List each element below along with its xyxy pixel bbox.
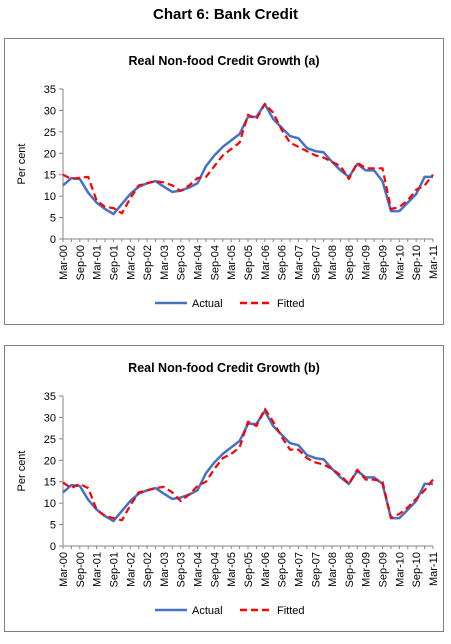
- y-tick-label: 30: [44, 105, 56, 117]
- y-axis-label: Per cent: [16, 451, 28, 492]
- x-tick-label: Sep-02: [142, 245, 154, 280]
- x-tick-label: Sep-08: [344, 245, 356, 280]
- x-tick-label: Mar-06: [260, 245, 272, 280]
- page-title: Chart 6: Bank Credit: [152, 6, 299, 23]
- x-tick-label: Sep-09: [378, 552, 390, 587]
- x-tick-label: Sep-06: [277, 552, 289, 587]
- x-tick-label: Mar-02: [125, 552, 137, 587]
- x-tick-label: Mar-11: [428, 245, 440, 279]
- x-tick-label: Sep-06: [277, 245, 289, 280]
- y-tick-label: 20: [44, 455, 56, 467]
- x-tick-label: Sep-08: [344, 552, 356, 587]
- x-tick-label: Mar-10: [394, 552, 406, 587]
- x-tick-label: Sep-09: [378, 245, 390, 280]
- x-tick-label: Sep-05: [243, 245, 255, 280]
- y-tick-label: 35: [44, 84, 56, 96]
- x-tick-label: Sep-07: [310, 245, 322, 280]
- x-tick-label: Mar-10: [394, 245, 406, 280]
- chart-panel-a: Real Non-food Credit Growth (a) Per cent 0…: [4, 38, 444, 325]
- x-tick-label: Sep-02: [142, 552, 154, 587]
- chart-title: Real Non-food Credit Growth (a): [129, 54, 320, 68]
- x-tick-label: Sep-00: [75, 245, 87, 280]
- x-tick-label: Sep-04: [209, 552, 221, 587]
- x-tick-label: Mar-00: [58, 245, 70, 280]
- x-tick-label: Mar-02: [125, 245, 137, 280]
- x-tick-label: Sep-00: [75, 552, 87, 587]
- y-tick-label: 25: [44, 434, 56, 446]
- series-line-actual: [62, 409, 433, 523]
- x-tick-label: Sep-10: [411, 552, 423, 587]
- chart-b-svg: Real Non-food Credit Growth (b) Per cent 0…: [16, 361, 440, 617]
- series-line-fitted: [62, 102, 434, 215]
- series-line-fitted: [62, 407, 434, 522]
- legend-label-fitted: Fitted: [277, 298, 305, 310]
- x-tick-label: Sep-07: [310, 552, 322, 587]
- chart-title: Real Non-food Credit Growth (b): [128, 361, 320, 375]
- y-tick-label: 5: [50, 520, 56, 532]
- legend-label-actual: Actual: [192, 605, 223, 617]
- x-tick-label: Mar-04: [193, 552, 205, 587]
- y-tick-label: 15: [44, 170, 56, 182]
- x-tick-label: Sep-01: [108, 552, 120, 587]
- x-tick-label: Mar-05: [226, 245, 238, 280]
- y-tick-label: 10: [44, 191, 56, 203]
- y-tick-label: 20: [44, 148, 56, 160]
- x-tick-label: Sep-01: [108, 245, 120, 280]
- x-tick-label: Mar-03: [159, 552, 171, 587]
- x-tick-label: Sep-05: [243, 552, 255, 587]
- y-tick-label: 35: [44, 391, 56, 403]
- x-tick-label: Mar-01: [92, 552, 104, 587]
- x-tick-label: Mar-08: [327, 245, 339, 280]
- x-tick-label: Mar-01: [92, 245, 104, 280]
- x-tick-label: Sep-04: [209, 245, 221, 280]
- y-tick-label: 15: [44, 477, 56, 489]
- x-tick-label: Mar-05: [226, 552, 238, 587]
- x-tick-label: Mar-03: [159, 245, 171, 280]
- y-tick-label: 0: [50, 234, 56, 246]
- y-tick-label: 10: [44, 498, 56, 510]
- y-axis-label: Per cent: [16, 144, 28, 185]
- x-tick-label: Mar-00: [58, 552, 70, 587]
- legend-label-fitted: Fitted: [277, 605, 305, 617]
- x-tick-label: Mar-09: [361, 552, 373, 587]
- y-tick-label: 5: [50, 213, 56, 225]
- x-tick-label: Mar-07: [293, 552, 305, 587]
- x-tick-label: Mar-09: [361, 245, 373, 280]
- x-tick-label: Mar-08: [327, 552, 339, 587]
- legend-label-actual: Actual: [192, 298, 223, 310]
- x-tick-label: Sep-10: [411, 245, 423, 280]
- x-tick-label: Mar-11: [428, 552, 440, 586]
- y-tick-label: 30: [44, 412, 56, 424]
- x-tick-label: Sep-03: [176, 552, 188, 587]
- x-tick-label: Mar-04: [193, 245, 205, 280]
- x-tick-label: Mar-06: [260, 552, 272, 587]
- chart-panel-b: Real Non-food Credit Growth (b) Per cent 0…: [4, 345, 444, 632]
- y-tick-label: 25: [44, 127, 56, 139]
- y-tick-label: 0: [50, 541, 56, 553]
- chart-a-svg: Real Non-food Credit Growth (a) Per cent 0…: [16, 54, 440, 310]
- x-tick-label: Sep-03: [176, 245, 188, 280]
- x-tick-label: Mar-07: [293, 245, 305, 280]
- series-line-actual: [62, 102, 433, 216]
